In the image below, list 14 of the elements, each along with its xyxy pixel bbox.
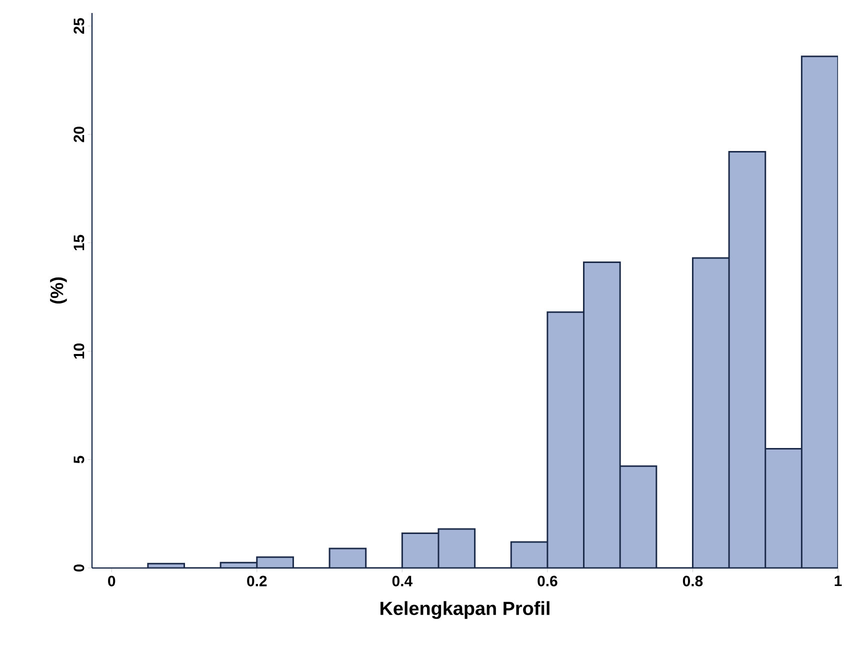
x-axis-title: Kelengkapan Profil [380, 601, 550, 619]
x-tick-label: 0.8 [682, 576, 703, 586]
y-tick-label: 25 [74, 18, 84, 34]
x-tick-label: 0.4 [392, 576, 412, 586]
y-tick-label: 20 [74, 126, 84, 142]
x-tick-label: 1 [834, 576, 842, 586]
y-axis-title: (%) [50, 277, 67, 304]
y-tick-label: 0 [74, 564, 84, 572]
y-tick-label: 5 [74, 456, 84, 464]
x-tick-label: 0 [108, 576, 116, 586]
x-tick-label: 0.2 [247, 576, 267, 586]
x-tick-label: 0.6 [538, 576, 558, 586]
y-tick-label: 15 [74, 234, 84, 250]
y-tick-label: 10 [74, 344, 84, 359]
